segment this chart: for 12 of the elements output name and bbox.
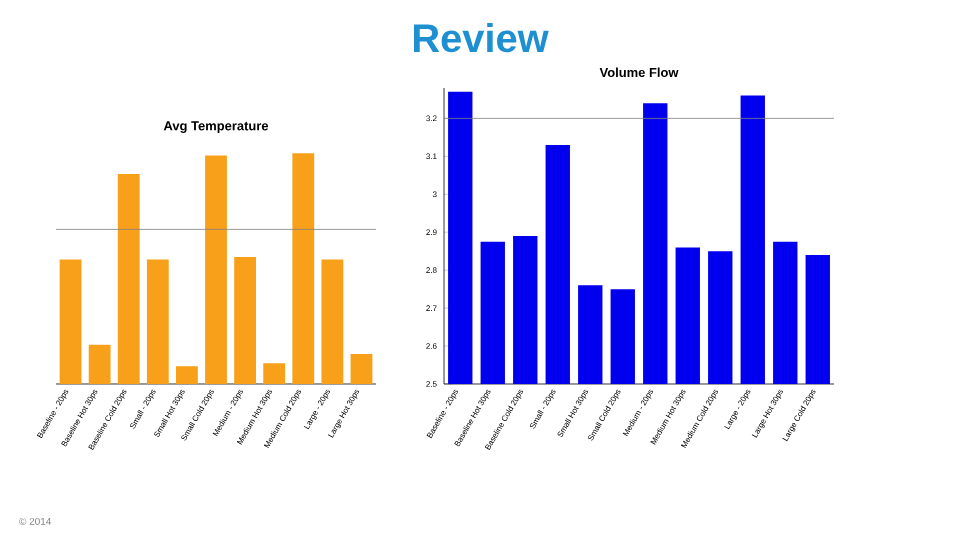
bar xyxy=(205,155,227,384)
bar xyxy=(292,153,315,384)
bar xyxy=(350,354,373,384)
bar xyxy=(321,259,344,384)
bar xyxy=(59,259,82,384)
bar xyxy=(117,174,140,384)
bar xyxy=(146,259,169,384)
bar xyxy=(234,257,257,384)
text: Review xyxy=(414,23,549,53)
bar xyxy=(176,366,198,384)
bar xyxy=(263,363,286,384)
bar xyxy=(88,344,111,384)
